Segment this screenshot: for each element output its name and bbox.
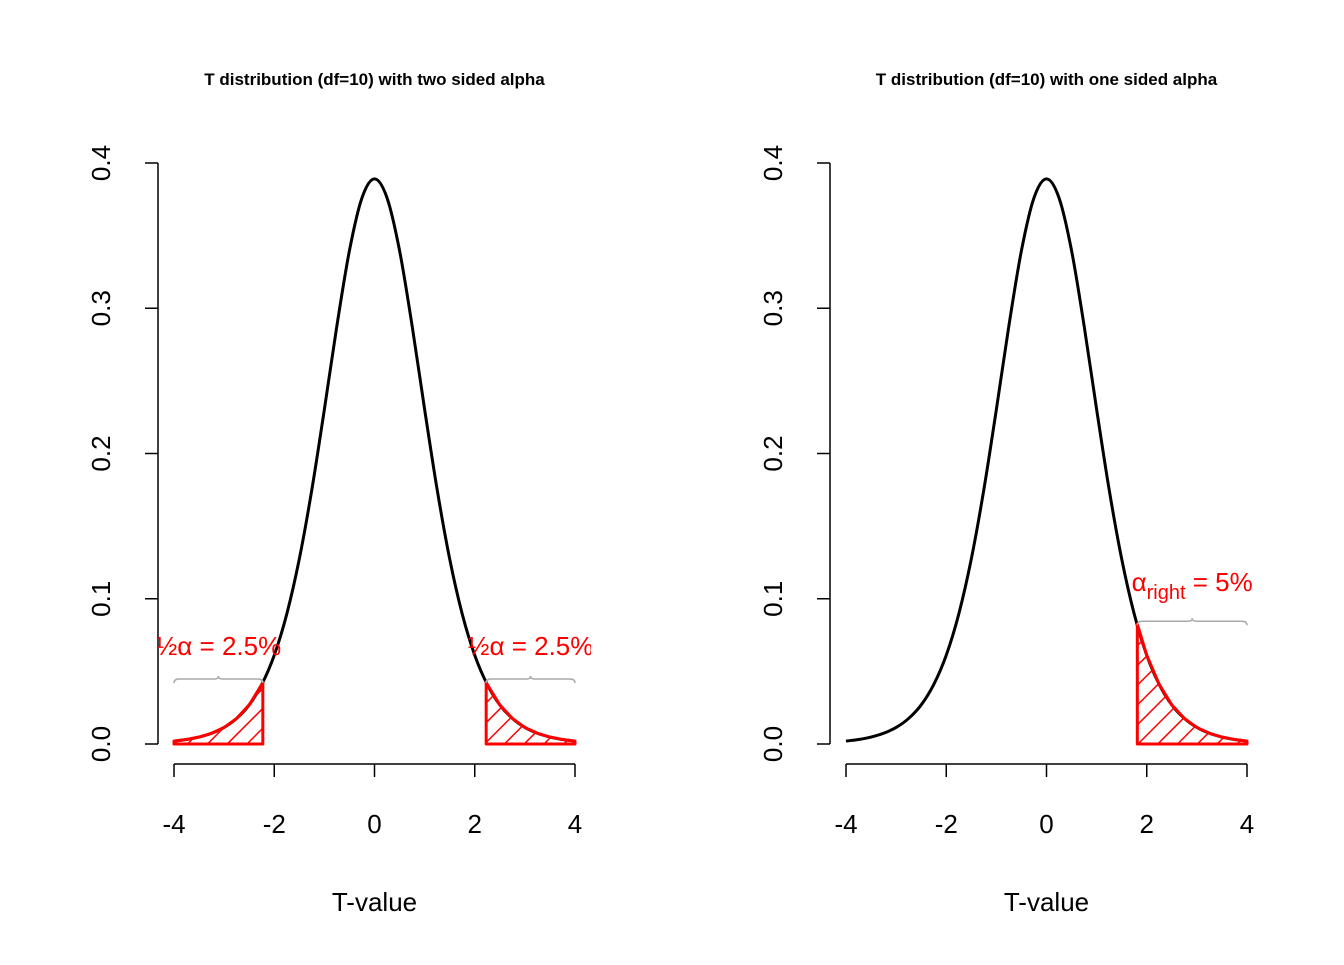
x-tick-label: -4 [162,809,185,839]
brace [173,675,264,684]
y-tick-label: 0.3 [758,290,788,326]
tail-label: ½α = 2.5% [156,631,282,661]
y-tick-label: 0.1 [758,581,788,617]
y-tick-label: 0.0 [86,726,116,762]
x-axis-label: T-value [332,887,417,917]
x-tick-label: -2 [263,809,286,839]
label-subscript: right [1147,582,1186,604]
brace [485,675,576,684]
tail-area [484,680,577,746]
tail-label: αright = 5% [1132,567,1253,604]
x-tick-label: 0 [367,809,381,839]
label-text: = 5% [1186,567,1253,597]
x-tick-label: 4 [568,809,582,839]
x-tick-label: 4 [1240,809,1254,839]
label-symbol: α [1132,567,1147,597]
label-group: ½α = 2.5% [468,631,594,684]
y-tick-label: 0.4 [86,145,116,181]
x-tick-label: 2 [1140,809,1154,839]
label-group: αright = 5% [1132,567,1253,626]
brace [1136,618,1248,626]
y-tick-label: 0.2 [758,435,788,471]
chart-title: T distribution (df=10) with two sided al… [204,70,545,89]
x-axis-label: T-value [1004,887,1089,917]
plot: T distribution (df=10) with one sided al… [758,70,1254,917]
y-tick-label: 0.1 [86,581,116,617]
y-tick-label: 0.2 [86,435,116,471]
tail-area [172,680,265,746]
x-tick-label: 2 [468,809,482,839]
tail-label: ½α = 2.5% [468,631,594,661]
tail-area [1135,622,1249,746]
y-tick-label: 0.3 [86,290,116,326]
chart-title: T distribution (df=10) with one sided al… [876,70,1218,89]
y-tick-label: 0.0 [758,726,788,762]
x-tick-label: 0 [1039,809,1053,839]
plot: T distribution (df=10) with two sided al… [86,70,594,917]
label-text: ½α = 2.5% [468,631,594,661]
label-group: ½α = 2.5% [156,631,282,684]
x-tick-label: -4 [834,809,857,839]
x-tick-label: -2 [935,809,958,839]
y-tick-label: 0.4 [758,145,788,181]
label-text: ½α = 2.5% [156,631,282,661]
